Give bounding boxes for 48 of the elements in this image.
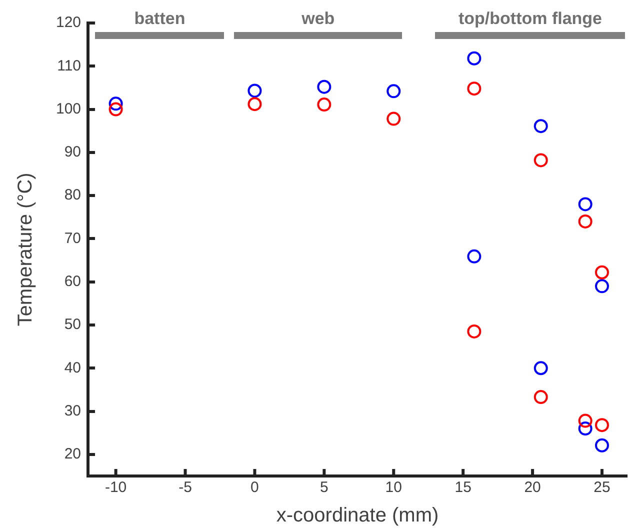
annotation: batten xyxy=(133,9,186,29)
point xyxy=(594,265,609,280)
point xyxy=(248,84,262,98)
y-tick-label: 90 xyxy=(64,144,82,161)
y-tick-label: 30 xyxy=(64,402,82,420)
point xyxy=(108,96,123,111)
point xyxy=(467,82,482,96)
point xyxy=(467,51,482,66)
point xyxy=(578,214,592,228)
x-axis-title: x-coordinate (mm) xyxy=(276,504,439,527)
y-tick-label: 60 xyxy=(64,273,82,290)
x-tick-label: 25 xyxy=(594,479,610,496)
annotation: web xyxy=(300,9,336,29)
point xyxy=(467,249,482,264)
point xyxy=(578,422,592,436)
x-tick-label: 5 xyxy=(320,479,328,496)
point xyxy=(594,279,609,294)
point xyxy=(386,84,401,98)
y-tick-label: 110 xyxy=(57,57,82,74)
x-tick-label: -5 xyxy=(178,479,192,496)
point xyxy=(534,153,548,168)
point xyxy=(386,112,401,126)
x-tick-label: 0 xyxy=(250,479,259,496)
x-tick-label: -10 xyxy=(104,479,127,496)
point xyxy=(467,324,482,338)
x-tick-label: 20 xyxy=(524,479,541,496)
y-tick-label: 100 xyxy=(56,100,82,118)
x-tick-label: 10 xyxy=(385,479,402,496)
y-tick-label: 70 xyxy=(64,230,82,247)
point xyxy=(578,414,592,428)
point xyxy=(578,197,592,212)
y-tick-label: 20 xyxy=(64,446,82,463)
point xyxy=(108,102,123,116)
y-tick-label: 80 xyxy=(64,186,82,204)
y-tick-label: 120 xyxy=(56,14,82,32)
y-tick-label: 40 xyxy=(64,359,82,376)
annotation: top/bottom flange xyxy=(457,9,604,29)
point xyxy=(534,361,548,376)
point xyxy=(594,438,609,452)
point xyxy=(594,418,609,432)
point xyxy=(534,119,548,134)
x-tick-label: 15 xyxy=(454,479,472,496)
y-tick-label: 50 xyxy=(64,316,82,334)
point xyxy=(317,98,332,112)
point xyxy=(534,390,548,404)
y-axis-title: Temperature (°C) xyxy=(14,172,37,326)
point xyxy=(248,97,262,112)
point xyxy=(317,80,332,94)
